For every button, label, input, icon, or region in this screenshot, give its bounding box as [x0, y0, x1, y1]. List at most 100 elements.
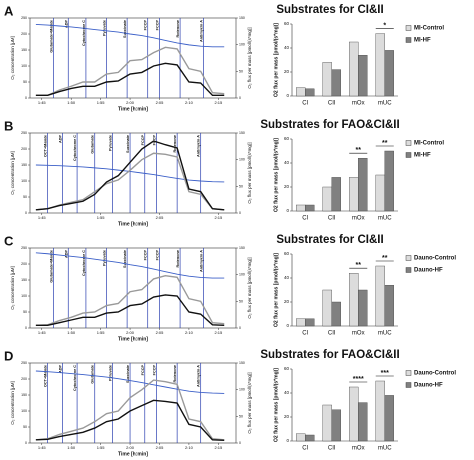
bar — [305, 204, 315, 212]
x-tick-label: 2:15 — [214, 330, 223, 335]
x-tick-label: 1:55 — [97, 100, 106, 105]
y2-tick-label: 150 — [239, 16, 245, 20]
y-tick-label: 150 — [21, 393, 27, 397]
injection-label: ADP — [64, 20, 68, 28]
x-tick-label: mOx — [352, 216, 365, 222]
y-tick-label: 20 — [284, 299, 290, 304]
y-tick-label: 50 — [23, 195, 27, 199]
significance-label: * — [383, 22, 386, 29]
injection-label: Cytochrome C — [82, 250, 86, 276]
injection-label: FCCP — [144, 250, 148, 261]
y2-axis-label: O₂ flux per mass [pmol/(s*mg)] — [247, 27, 252, 88]
x-tick-label: 2:05 — [156, 330, 165, 335]
y2-tick-label: 100 — [239, 158, 245, 162]
x-axis-label: Time [h:min] — [118, 221, 148, 227]
x-tick-label: 2:15 — [214, 100, 223, 105]
y2-tick-label: 0 — [239, 211, 241, 215]
y-tick-label: 0 — [25, 441, 27, 445]
x-tick-label: CII — [328, 446, 336, 452]
bar — [322, 186, 332, 212]
bar — [322, 404, 332, 442]
legend-label: Dauno-Control — [414, 371, 456, 377]
bar — [375, 265, 385, 327]
y-tick-label: 250 — [21, 246, 27, 250]
y2-tick-label: 50 — [239, 414, 243, 418]
x-tick-label: 2:00 — [126, 100, 135, 105]
x-tick-label: 1:55 — [97, 330, 106, 335]
chart-title: Substrates for CI&II — [276, 4, 383, 16]
trace-line — [35, 140, 225, 211]
legend-label: MI-Control — [414, 141, 444, 147]
injection-label: Succinate — [126, 135, 130, 153]
x-axis-label: Time [h:min] — [118, 451, 148, 457]
injection-label: ADP — [58, 365, 62, 373]
x-tick-label: mUC — [378, 331, 392, 337]
trace-line — [35, 164, 225, 183]
y2-tick-label: 50 — [239, 184, 243, 188]
legend-label: Dauno-HF — [414, 268, 443, 274]
y2-tick-label: 100 — [239, 388, 245, 392]
y-tick-label: 0 — [286, 93, 289, 98]
chart-title: Substrates for FAO&CI&II — [260, 349, 399, 361]
x-tick-label: mOx — [352, 331, 365, 337]
injection-label: Succinate — [123, 250, 127, 268]
injection-label: Cytochrome C — [82, 20, 86, 46]
injection-label: Antimycin A — [197, 365, 201, 387]
x-tick-label: 2:15 — [214, 215, 223, 220]
x-tick-label: 2:10 — [185, 445, 194, 450]
y-tick-label: 60 — [284, 251, 290, 256]
panel-label: B — [4, 118, 13, 133]
bar — [384, 50, 394, 97]
y-tick-label: 150 — [21, 278, 27, 282]
trace-line — [35, 46, 225, 97]
y-axis-label: O₂ concentration [µM] — [10, 151, 15, 195]
x-tick-label: 1:50 — [67, 100, 76, 105]
injection-label: Antimycin A — [200, 20, 204, 42]
trace-line — [35, 62, 225, 97]
trace-line — [35, 252, 225, 279]
y-tick-label: 0 — [286, 323, 289, 328]
bar — [322, 62, 332, 97]
significance-label: ** — [356, 147, 362, 154]
bar — [358, 55, 368, 97]
bar — [384, 395, 394, 442]
y-axis-label: O₂ concentration [µM] — [10, 381, 15, 425]
y-tick-label: 200 — [21, 262, 27, 266]
x-tick-label: CI — [302, 331, 308, 337]
chart-title: Substrates for FAO&CI&II — [260, 119, 399, 131]
y-tick-label: 250 — [21, 16, 27, 20]
legend-swatch — [405, 267, 412, 273]
legend-label: Dauno-Control — [414, 256, 456, 262]
y-tick-label: 50 — [23, 80, 27, 84]
x-tick-label: CII — [328, 216, 336, 222]
x-tick-label: 2:10 — [185, 330, 194, 335]
legend-swatch — [405, 37, 412, 43]
plot-frame — [29, 17, 237, 99]
injection-label: Cytochrome C — [73, 135, 77, 161]
injection-label: FCCP — [155, 20, 159, 31]
y-axis-label: O2 flux per mass [pmol/(s*mg)] — [273, 368, 279, 442]
bar — [305, 318, 315, 327]
y-tick-label: 60 — [284, 21, 290, 26]
x-tick-label: 1:45 — [38, 100, 47, 105]
injection-label: Antimycin A — [197, 135, 201, 157]
trace-line — [35, 23, 225, 48]
y-tick-label: 50 — [23, 425, 27, 429]
plot-frame — [29, 362, 237, 444]
injection-label: Rotenone — [173, 365, 177, 383]
y-axis-label: O2 flux per mass [pmol/(s*mg)] — [273, 138, 279, 212]
y-tick-label: 20 — [284, 414, 290, 419]
bar — [384, 150, 394, 212]
y-tick-label: 60 — [284, 366, 290, 371]
x-tick-label: CI — [302, 446, 308, 452]
x-tick-label: 1:55 — [97, 445, 106, 450]
y-tick-label: 150 — [21, 163, 27, 167]
injection-label: OCT+Malate — [44, 135, 48, 157]
plot-frame — [29, 247, 237, 329]
y2-axis-label: O₂ flux per mass [pmol/(s*mg)] — [247, 257, 252, 318]
y-tick-label: 40 — [284, 275, 290, 280]
y-tick-label: 150 — [21, 48, 27, 52]
panel-label: C — [4, 233, 14, 248]
bar — [331, 409, 341, 442]
